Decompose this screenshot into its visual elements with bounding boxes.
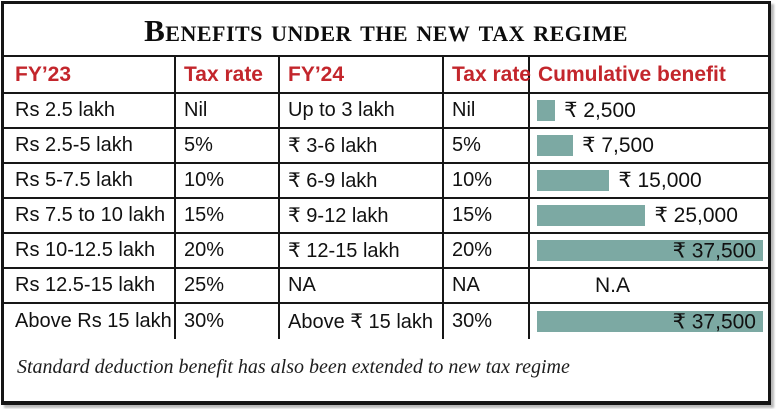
fy23-tax-rate: Nil xyxy=(176,94,280,127)
cumulative-benefit-cell: ₹ 37,500 xyxy=(530,234,768,267)
column-header-cumulative-benefit: Cumulative benefit xyxy=(538,62,726,86)
fy23-slab: Rs 10-12.5 lakh xyxy=(4,234,176,267)
table-row: Rs 5-7.5 lakh 10% ₹ 6-9 lakh 10% ₹ 15,000 xyxy=(4,164,768,199)
benefit-bar xyxy=(537,170,610,191)
benefit-value: ₹ 37,500 xyxy=(672,310,756,333)
cumulative-benefit-cell: ₹ 2,500 xyxy=(530,94,768,127)
table-row: Above Rs 15 lakh 30% Above ₹ 15 lakh 30% ₹ 3… xyxy=(4,304,768,339)
fy23-tax-rate: 25% xyxy=(176,269,280,302)
table-row: Rs 7.5 to 10 lakh 15% ₹ 9-12 lakh 15% ₹ 25,0… xyxy=(4,199,768,234)
fy23-slab: Rs 5-7.5 lakh xyxy=(4,164,176,197)
fy24-slab: ₹ 9-12 lakh xyxy=(280,199,444,232)
table-row: Rs 2.5 lakh Nil Up to 3 lakh Nil ₹ 2,500 xyxy=(4,94,768,129)
fy23-slab: Above Rs 15 lakh xyxy=(4,304,176,339)
cumulative-benefit-cell: ₹ 25,000 xyxy=(530,199,768,232)
fy24-tax-rate: 15% xyxy=(444,199,530,232)
table-row: Rs 10-12.5 lakh 20% ₹ 12-15 lakh 20% ₹ 37,50… xyxy=(4,234,768,269)
fy23-slab: Rs 7.5 to 10 lakh xyxy=(4,199,176,232)
cumulative-benefit-cell: ₹ 7,500 xyxy=(530,129,768,162)
table-row: Rs 12.5-15 lakh 25% NA NA N.A xyxy=(4,269,768,304)
benefit-value: ₹ 2,500 xyxy=(564,99,636,122)
fy24-slab: Above ₹ 15 lakh xyxy=(280,304,444,339)
fy24-tax-rate: Nil xyxy=(444,94,530,127)
fy23-slab: Rs 2.5-5 lakh xyxy=(4,129,176,162)
fy24-tax-rate: NA xyxy=(444,269,530,302)
benefit-value: ₹ 25,000 xyxy=(654,204,738,227)
fy24-tax-rate: 10% xyxy=(444,164,530,197)
fy24-slab: Up to 3 lakh xyxy=(280,94,444,127)
benefit-value: ₹ 37,500 xyxy=(672,239,756,262)
benefit-bar xyxy=(537,135,574,156)
cumulative-benefit-cell: N.A xyxy=(530,269,768,302)
fy23-tax-rate: 15% xyxy=(176,199,280,232)
benefit-value: N.A xyxy=(595,273,631,297)
benefit-bar xyxy=(537,240,763,261)
footnote: Standard deduction benefit has also been… xyxy=(17,355,570,378)
fy23-tax-rate: 5% xyxy=(176,129,280,162)
column-header-fy-23: FY’23 xyxy=(4,57,176,92)
table-header: FY’23 Tax rate FY’24 Tax rate Cumulative ben… xyxy=(4,57,768,94)
fy23-slab: Rs 12.5-15 lakh xyxy=(4,269,176,302)
column-header-tax-rate: Tax rate xyxy=(444,57,531,92)
benefit-value: ₹ 7,500 xyxy=(582,134,654,157)
fy24-tax-rate: 5% xyxy=(444,129,530,162)
fy23-tax-rate: 10% xyxy=(176,164,280,197)
fy24-tax-rate: 30% xyxy=(444,304,530,339)
benefit-bar xyxy=(537,205,646,226)
page-title: Benefits under the new tax regime xyxy=(4,4,768,57)
fy24-slab: ₹ 6-9 lakh xyxy=(280,164,444,197)
column-header-fy-24: FY’24 xyxy=(280,57,444,92)
fy24-slab: NA xyxy=(280,269,444,302)
cumulative-benefit-cell: ₹ 37,500 xyxy=(530,304,768,339)
fy23-slab: Rs 2.5 lakh xyxy=(4,94,176,127)
fy24-slab: ₹ 3-6 lakh xyxy=(280,129,444,162)
benefit-bar xyxy=(537,311,763,332)
cumulative-benefit-cell: ₹ 15,000 xyxy=(530,164,768,197)
fy23-tax-rate: 30% xyxy=(176,304,280,339)
table-row: Rs 2.5-5 lakh 5% ₹ 3-6 lakh 5% ₹ 7,500 xyxy=(4,129,768,164)
fy24-slab: ₹ 12-15 lakh xyxy=(280,234,444,267)
tax-table-body: Rs 2.5 lakh Nil Up to 3 lakh Nil ₹ 2,500 Rs 2… xyxy=(4,94,768,339)
fy24-tax-rate: 20% xyxy=(444,234,530,267)
benefit-bar xyxy=(537,100,556,121)
column-header-tax-rate: Tax rate xyxy=(176,57,280,92)
fy23-tax-rate: 20% xyxy=(176,234,280,267)
benefit-value: ₹ 15,000 xyxy=(618,169,702,192)
